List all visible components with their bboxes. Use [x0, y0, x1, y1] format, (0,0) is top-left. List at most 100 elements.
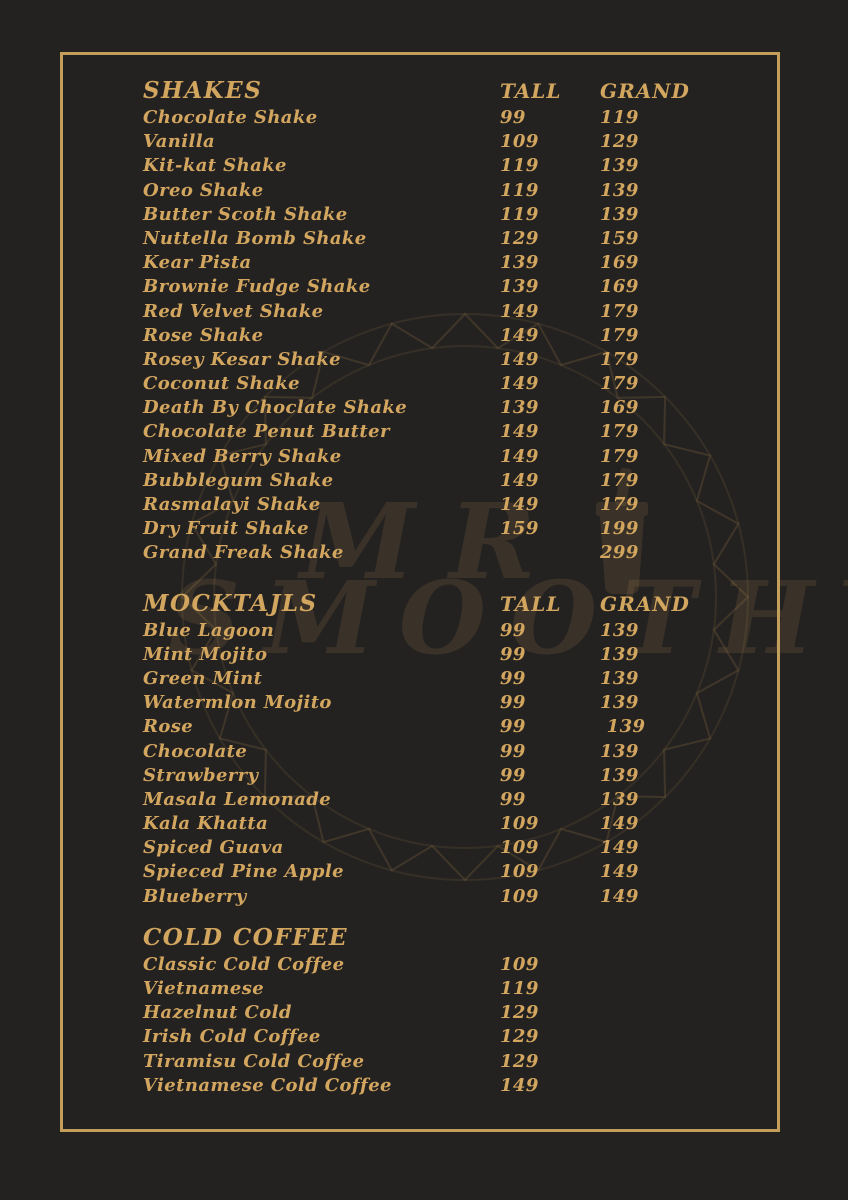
item-price-tall: 149 — [500, 421, 539, 443]
item-price-tall: 149 — [500, 445, 539, 467]
item-price-tall: 149 — [500, 300, 539, 322]
item-price-tall: 99 — [500, 740, 526, 762]
menu-item-row: Watermlon Mojito 99 139 — [143, 691, 773, 715]
item-name: Red Velvet Shake — [143, 300, 324, 322]
item-name: Spiced Guava — [143, 837, 284, 859]
menu-item-row: Rasmalayi Shake 149 179 — [143, 493, 773, 517]
menu-item-row: Oreo Shake 119 139 — [143, 179, 773, 203]
item-price-tall: 99 — [500, 788, 526, 810]
item-price-tall: 99 — [500, 764, 526, 786]
menu-item-row: Vanilla 109 129 — [143, 130, 773, 154]
item-price-grand: 179 — [600, 300, 639, 322]
item-price-grand: 139 — [600, 716, 646, 738]
column-header-grand: GRAND — [600, 591, 690, 616]
item-price-grand: 129 — [600, 131, 639, 153]
menu-item-row: Rose 99 139 — [143, 715, 773, 739]
menu-item-row: Butter Scoth Shake 119 139 — [143, 203, 773, 227]
item-price-grand: 169 — [600, 276, 639, 298]
item-price-tall: 109 — [500, 837, 539, 859]
item-name: Dry Fruit Shake — [143, 518, 309, 540]
menu-item-row: Hazelnut Cold 129 — [143, 1001, 773, 1025]
item-name: Chocolate — [143, 740, 248, 762]
item-price-tall: 149 — [500, 494, 539, 515]
item-price-grand: 179 — [600, 373, 639, 395]
item-price-grand: 139 — [600, 788, 639, 810]
item-price-tall: 109 — [500, 131, 539, 153]
item-name: Nuttella Bomb Shake — [143, 227, 367, 249]
item-name: Mint Mojito — [143, 643, 268, 665]
menu-item-row: Kala Khatta 109 149 — [143, 812, 773, 836]
item-price-grand: 179 — [600, 348, 639, 370]
menu-item-row: Nuttella Bomb Shake 129 159 — [143, 227, 773, 251]
item-price-grand: 179 — [600, 421, 639, 443]
item-name: Kear Pista — [143, 252, 252, 274]
item-price-tall: 149 — [500, 1074, 539, 1096]
item-price-tall: 99 — [500, 643, 526, 665]
section-title: COLD COFFEE — [143, 923, 349, 951]
item-price-grand: 139 — [600, 692, 639, 714]
item-name: Kala Khatta — [143, 813, 269, 835]
item-name: Blue Lagoon — [143, 619, 275, 641]
item-price-tall: 119 — [500, 155, 539, 177]
item-name: Blueberry — [143, 885, 247, 907]
item-price-grand: 139 — [600, 203, 639, 225]
item-price-tall: 109 — [500, 885, 539, 907]
item-price-grand: 139 — [600, 667, 639, 689]
item-name: Coconut Shake — [143, 373, 300, 395]
item-price-grand: 139 — [600, 764, 639, 786]
item-name: Tiramisu Cold Coffee — [143, 1050, 365, 1072]
item-price-tall: 149 — [500, 469, 539, 491]
item-price-tall: 119 — [500, 179, 539, 201]
item-name: Masala Lemonade — [143, 788, 332, 810]
column-header-grand: GRAND — [600, 79, 690, 103]
menu-section: COLD COFFEE Classic Cold Coffee 109 Viet… — [143, 923, 773, 1098]
menu-item-row: Kear Pista 139 169 — [143, 251, 773, 275]
item-price-grand: 139 — [600, 619, 639, 641]
item-name: Rasmalayi Shake — [143, 494, 321, 515]
item-price-grand: 179 — [600, 445, 639, 467]
item-name: Death By Choclate Shake — [143, 397, 408, 419]
menu-item-row: Dry Fruit Shake 159 199 — [143, 517, 773, 541]
item-name: Vietnamese — [143, 978, 265, 999]
menu-item-row: Spiced Guava 109 149 — [143, 836, 773, 860]
item-name: Brownie Fudge Shake — [143, 276, 371, 298]
menu-item-row: Red Velvet Shake 149 179 — [143, 300, 773, 324]
item-name: Bubblegum Shake — [143, 469, 334, 491]
section-header-row: SHAKES TALL GRAND — [143, 76, 773, 106]
item-price-tall: 99 — [500, 107, 526, 128]
item-price-tall: 109 — [500, 953, 539, 975]
menu-item-row: Rosey Kesar Shake 149 179 — [143, 348, 773, 372]
item-price-tall: 149 — [500, 348, 539, 370]
item-name: Vietnamese Cold Coffee — [143, 1074, 392, 1096]
item-price-tall: 129 — [500, 227, 539, 249]
menu-item-row: Death By Choclate Shake 139 169 — [143, 396, 773, 420]
item-price-tall: 99 — [500, 619, 526, 641]
item-price-tall: 149 — [500, 324, 539, 346]
column-header-tall: TALL — [500, 79, 562, 103]
section-header-row: COLD COFFEE — [143, 923, 773, 953]
section-title: SHAKES — [143, 77, 263, 104]
menu-item-row: Coconut Shake 149 179 — [143, 372, 773, 396]
item-price-grand: 139 — [600, 155, 639, 177]
item-price-tall: 149 — [500, 373, 539, 395]
item-price-grand: 199 — [600, 518, 639, 540]
menu-item-row: Chocolate Penut Butter 149 179 — [143, 420, 773, 444]
item-price-tall: 129 — [500, 1002, 539, 1024]
item-price-grand: 119 — [600, 107, 639, 128]
item-price-grand: 139 — [600, 740, 639, 762]
menu-item-row: Irish Cold Coffee 129 — [143, 1025, 773, 1049]
section-title: MOCKTAJLS — [143, 589, 318, 617]
item-price-tall: 139 — [500, 397, 539, 419]
item-price-grand: 149 — [600, 861, 639, 883]
menu-item-row: Mint Mojito 99 139 — [143, 643, 773, 667]
menu-item-row: Masala Lemonade 99 139 — [143, 788, 773, 812]
item-name: Green Mint — [143, 667, 263, 689]
menu-item-row: Kit-kat Shake 119 139 — [143, 154, 773, 178]
menu-item-row: Blue Lagoon 99 139 — [143, 619, 773, 643]
item-price-grand: 149 — [600, 885, 639, 907]
menu-item-row: Blueberry 109 149 — [143, 885, 773, 909]
item-price-grand: 299 — [600, 542, 639, 564]
item-name: Irish Cold Coffee — [143, 1026, 321, 1048]
menu-item-row: Chocolate 99 139 — [143, 740, 773, 764]
